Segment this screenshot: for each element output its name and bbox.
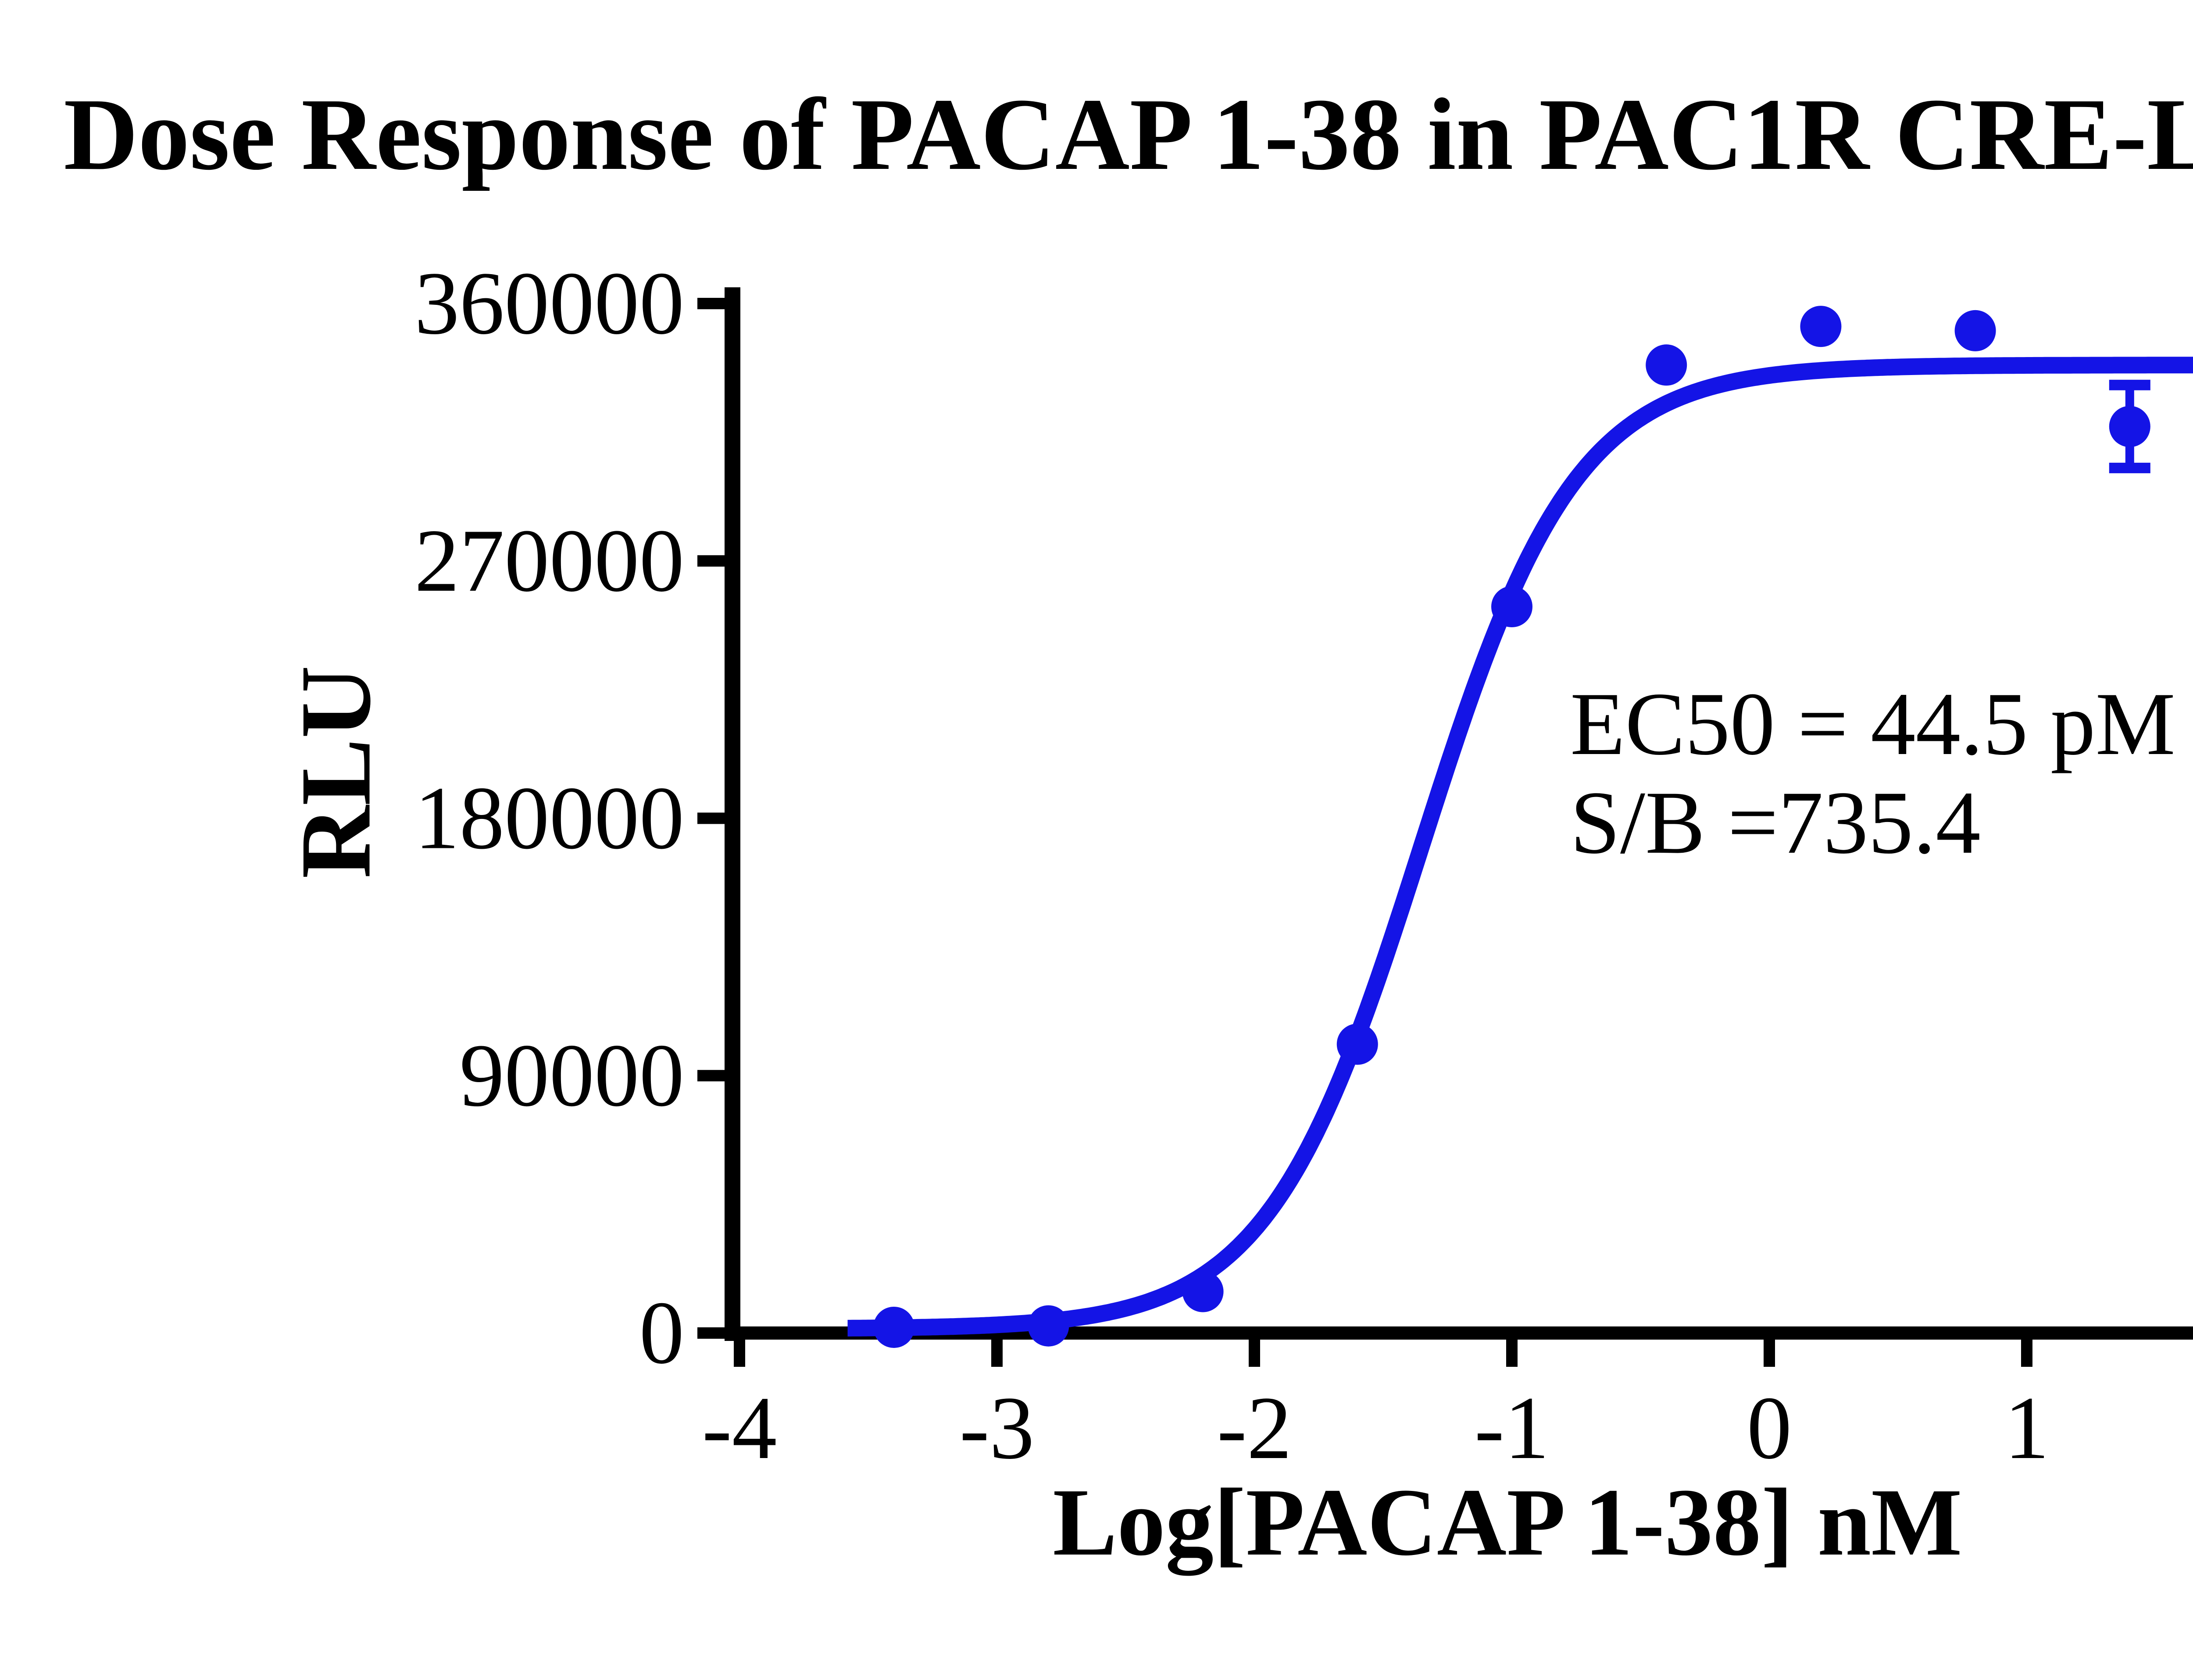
data-point [1646,344,1687,386]
data-point [1491,586,1532,628]
x-tick-label: -1 [1475,1378,1550,1478]
data-point [2109,406,2150,447]
data-point [1336,1023,1378,1065]
x-axis-title: Log[PACAP 1-38] nM [1053,1469,1962,1576]
x-tick-label: 0 [1747,1378,1792,1478]
y-tick-label: 90000 [460,1026,685,1125]
x-tick-label: -4 [702,1378,777,1478]
annotation-block: EC50 = 44.5 pM S/B =735.4 [1570,675,2175,872]
data-point [1182,1271,1224,1312]
x-tick-label: -2 [1217,1378,1292,1478]
annotation-signal-background: S/B =735.4 [1570,773,1981,872]
y-tick-label: 270000 [414,511,684,611]
y-tick-label: 180000 [414,769,684,868]
data-point [1800,306,1842,347]
x-tick-label: 1 [2004,1378,2050,1478]
annotation-ec50: EC50 = 44.5 pM [1570,674,2175,774]
y-tick-label: 0 [639,1283,685,1383]
x-tick-label: -3 [960,1378,1035,1478]
fit-curve [842,357,2193,1337]
chart-title: Dose Response of PACAP 1-38 in PAC1R CRE… [64,77,2193,191]
y-tick-label: 360000 [414,254,684,353]
data-point [1954,310,1996,351]
data-point [873,1306,915,1348]
data-point [1028,1305,1069,1347]
